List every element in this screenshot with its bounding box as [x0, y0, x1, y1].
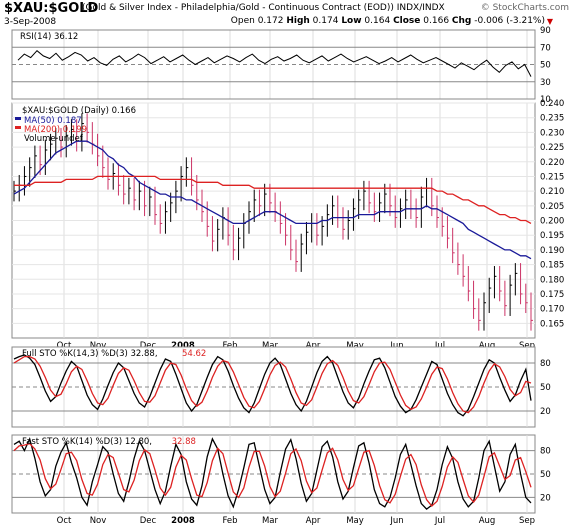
legend-ma200: MA(200) 0.199 [24, 125, 87, 135]
series-line-rsi-0 [17, 50, 532, 77]
legend-swatch-ma200 [15, 126, 21, 129]
y-tick-label-full_sto: 20 [540, 407, 551, 417]
ohlc-readout: Open 0.172 High 0.174 Low 0.164 Close 0.… [231, 16, 545, 26]
x-tick-label-price: Dec [140, 341, 157, 351]
x-tick-label-fast_sto: Jul [434, 516, 445, 526]
x-tick-label-fast_sto: Jun [389, 516, 403, 526]
y-tick-label-price: 0.215 [540, 172, 564, 182]
full_sto-title: Full STO %K(14,3) %D(3) 32.88, [22, 349, 158, 359]
y-tick-label-rsi: 10 [540, 95, 551, 105]
series-line-price-2 [14, 175, 532, 224]
x-tick-label-price: Oct [57, 341, 72, 351]
y-tick-label-price: 0.205 [540, 202, 564, 212]
x-tick-label-price: Jun [389, 341, 403, 351]
close-label: Close [393, 16, 421, 26]
y-tick-label-price: 0.185 [540, 261, 564, 271]
y-tick-label-price: 0.235 [540, 114, 564, 124]
legend-swatch-ma50 [15, 117, 21, 120]
x-tick-label-fast_sto: Dec [140, 516, 157, 526]
y-tick-label-full_sto: 50 [540, 383, 551, 393]
y-tick-label-rsi: 50 [540, 61, 551, 71]
legend-ma50: MA(50) 0.187 [24, 116, 82, 126]
low-label: Low [341, 16, 362, 26]
y-tick-label-price: 0.180 [540, 275, 564, 285]
chg-label: Chg [451, 16, 472, 26]
y-tick-label-price: 0.175 [540, 290, 564, 300]
y-tick-label-price: 0.210 [540, 187, 564, 197]
y-tick-label-price: 0.225 [540, 143, 564, 153]
price-title: $XAU:$GOLD (Daily) 0.166 [22, 106, 136, 116]
x-tick-label-fast_sto: May [346, 516, 364, 526]
chg-value: -0.006 (-3.21%) [474, 16, 545, 26]
y-tick-label-rsi: 30 [540, 78, 551, 88]
down-arrow-icon: ▼ [546, 17, 553, 26]
y-tick-label-price: 0.195 [540, 231, 564, 241]
rsi-title: RSI(14) 36.12 [20, 32, 78, 42]
y-tick-label-price: 0.240 [540, 99, 564, 109]
y-tick-label-price: 0.190 [540, 246, 564, 256]
x-tick-label-fast_sto: Nov [90, 516, 107, 526]
x-tick-label-price: Aug [479, 341, 496, 351]
x-tick-label-price: Jul [434, 341, 445, 351]
y-tick-label-price: 0.170 [540, 305, 564, 315]
series-line-fast_sto-0 [13, 436, 532, 510]
chart-date: 3-Sep-2008 [4, 17, 57, 27]
series-line-full_sto-1 [13, 355, 532, 414]
chart-description: (Gold & Silver Index - Philadelphia/Gold… [82, 3, 445, 13]
x-tick-label-fast_sto: Mar [262, 516, 279, 526]
x-tick-label-price: Nov [90, 341, 107, 351]
x-tick-label-fast_sto: Apr [306, 516, 321, 526]
x-tick-label-price: Feb [222, 341, 237, 351]
high-value: 0.174 [312, 16, 339, 26]
y-tick-label-fast_sto: 50 [540, 470, 551, 480]
open-value: 0.172 [257, 16, 284, 26]
x-tick-label-fast_sto: Feb [222, 516, 237, 526]
y-tick-label-full_sto: 80 [540, 359, 551, 369]
full_sto-d-value: 54.62 [182, 349, 206, 359]
y-tick-label-rsi: 90 [540, 26, 551, 36]
x-tick-label-price: Apr [306, 341, 321, 351]
x-tick-label-price: 2008 [171, 341, 195, 351]
y-tick-label-price: 0.220 [540, 158, 564, 168]
fast_sto-title: Fast STO %K(14) %D(3) 12.80, [22, 437, 152, 447]
open-label: Open [230, 16, 255, 26]
x-tick-label-fast_sto: Sep [519, 516, 535, 526]
x-tick-label-price: Sep [519, 341, 535, 351]
x-tick-label-fast_sto: Aug [479, 516, 496, 526]
low-value: 0.164 [364, 16, 391, 26]
y-tick-label-rsi: 70 [540, 43, 551, 53]
chart-symbol: $XAU:$GOLD [4, 1, 99, 16]
y-tick-label-price: 0.165 [540, 319, 564, 329]
series-line-fast_sto-1 [13, 442, 532, 507]
x-tick-label-price: Mar [262, 341, 279, 351]
high-label: High [286, 16, 310, 26]
x-tick-label-price: May [346, 341, 364, 351]
x-tick-label-fast_sto: Oct [57, 516, 72, 526]
site-watermark: © StockCharts.com [480, 3, 569, 13]
series-line-price-1 [13, 140, 532, 260]
close-value: 0.166 [423, 16, 450, 26]
y-tick-label-fast_sto: 80 [540, 447, 551, 457]
y-tick-label-fast_sto: 20 [540, 493, 551, 503]
x-tick-label-fast_sto: 2008 [171, 516, 195, 526]
legend-volume: Volume undef [24, 134, 84, 144]
fast_sto-d-value: 32.88 [172, 437, 196, 447]
y-tick-label-price: 0.230 [540, 128, 564, 138]
y-tick-label-price: 0.200 [540, 217, 564, 227]
